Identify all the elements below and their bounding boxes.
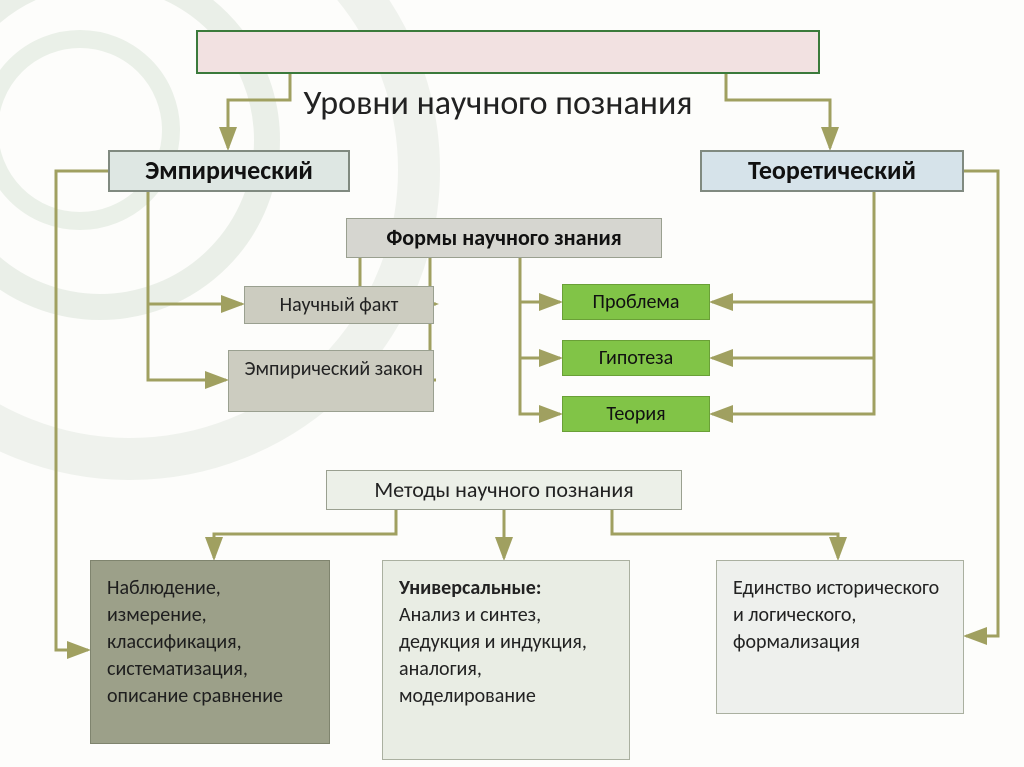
node-forms: Формы научного знания [346,218,662,258]
node-methods-universal: Универсальные: Анализ и синтез, дедукция… [382,560,630,760]
node-theoretical: Теоретический [700,150,964,192]
node-methods: Методы научного познания [326,470,682,510]
universal-title: Универсальные: [399,576,541,600]
node-problem: Проблема [562,284,710,320]
universal-body: Анализ и синтез, дедукция и индукция, ан… [399,603,587,708]
diagram-title: Уровни научного познания [224,78,772,130]
node-empirical: Эмпирический [108,150,350,192]
node-scientific-fact: Научный факт [244,286,434,324]
node-hypothesis: Гипотеза [562,340,710,376]
node-methods-empirical: Наблюдение, измерение, классификация, си… [90,560,330,744]
node-theory: Теория [562,396,710,432]
node-empirical-law: Эмпирический закон [228,350,434,412]
top-bar [196,30,820,74]
node-methods-theoretical: Единство исторического и логического, фо… [716,560,964,714]
